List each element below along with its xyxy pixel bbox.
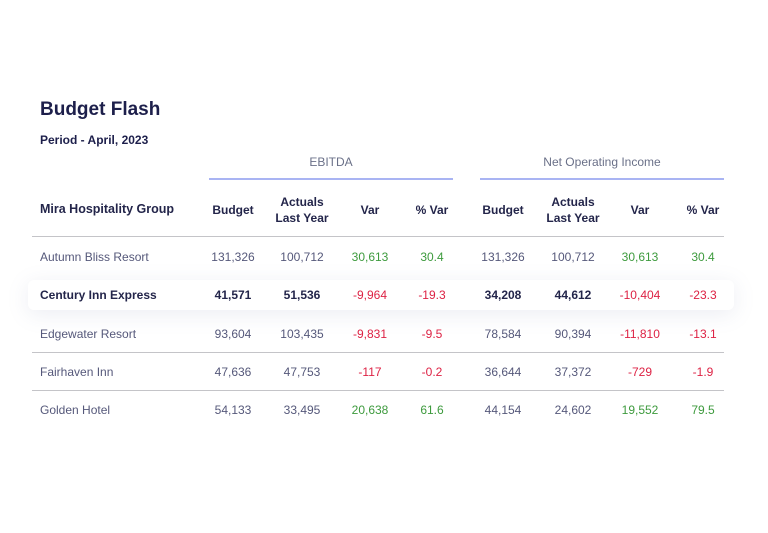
noi-budget-cell: 44,154	[484, 403, 522, 417]
noi-actuals-cell: 90,394	[554, 327, 592, 341]
row-divider	[32, 390, 724, 391]
column-header-pct-var: % Var	[686, 203, 720, 217]
noi-budget-cell: 78,584	[484, 327, 522, 341]
noi-actuals-cell: 24,602	[554, 403, 592, 417]
ebitda-var-cell: -117	[358, 365, 382, 379]
noi-actuals-cell: 100,712	[551, 250, 595, 264]
property-name: Golden Hotel	[40, 403, 111, 417]
table-row[interactable]: Edgewater Resort 93,604 103,435 -9,831 -9.5 7…	[28, 319, 734, 349]
column-header-var: Var	[360, 203, 380, 217]
row-divider	[32, 352, 724, 353]
ebitda-var-cell: 30,613	[351, 250, 389, 264]
ebitda-budget-cell: 131,326	[211, 250, 255, 264]
noi-actuals-cell: 37,372	[554, 365, 592, 379]
table-row[interactable]: Golden Hotel 54,133 33,495 20,638 61.6 44,154…	[28, 395, 734, 425]
table-row[interactable]: Century Inn Express 41,571 51,536 -9,964 -19…	[28, 280, 734, 310]
ebitda-var-cell: -9,964	[352, 288, 388, 302]
noi-budget-cell: 131,326	[481, 250, 525, 264]
ebitda-actuals-cell: 100,712	[280, 250, 324, 264]
table-row[interactable]: Fairhaven Inn 47,636 47,753 -117 -0.2 36,644 3…	[28, 357, 734, 387]
period-label: Period - April, 2023	[40, 133, 149, 147]
noi-var-cell: -11,810	[620, 327, 660, 341]
noi-pct-var-cell: -23.3	[689, 288, 717, 302]
ebitda-budget-cell: 93,604	[214, 327, 252, 341]
noi-actuals-cell: 44,612	[554, 288, 592, 302]
noi-var-cell: -729	[627, 365, 653, 379]
property-name: Autumn Bliss Resort	[40, 250, 149, 264]
ebitda-pct-var-cell: 61.6	[420, 403, 444, 417]
ebitda-pct-var-cell: -0.2	[421, 365, 443, 379]
ebitda-budget-cell: 54,133	[214, 403, 252, 417]
table-row[interactable]: Autumn Bliss Resort 131,326 100,712 30,613 3…	[28, 242, 734, 272]
ebitda-budget-cell: 41,571	[214, 288, 252, 302]
property-name: Edgewater Resort	[40, 327, 137, 341]
ebitda-pct-var-cell: 30.4	[420, 250, 444, 264]
group-underline-noi	[480, 178, 724, 180]
noi-pct-var-cell: 30.4	[691, 250, 715, 264]
column-header-budget: Budget	[482, 203, 524, 217]
ebitda-pct-var-cell: -9.5	[421, 327, 443, 341]
property-name: Fairhaven Inn	[40, 365, 114, 379]
header-divider	[32, 236, 724, 237]
column-header-var: Var	[630, 203, 650, 217]
noi-var-cell: -10,404	[619, 288, 661, 302]
group-header-noi: Net Operating Income	[543, 155, 661, 169]
column-header-pct-var: % Var	[415, 203, 449, 217]
noi-pct-var-cell: 79.5	[691, 403, 715, 417]
noi-budget-cell: 36,644	[484, 365, 522, 379]
ebitda-pct-var-cell: -19.3	[418, 288, 446, 302]
property-name: Century Inn Express	[40, 288, 157, 302]
column-header-actuals-last-year: Actuals Last Year	[275, 195, 329, 225]
noi-var-cell: 19,552	[621, 403, 659, 417]
ebitda-actuals-cell: 103,435	[280, 327, 324, 341]
ebitda-budget-cell: 47,636	[214, 365, 252, 379]
noi-budget-cell: 34,208	[484, 288, 522, 302]
ebitda-actuals-cell: 47,753	[283, 365, 321, 379]
page-title: Budget Flash	[40, 99, 161, 120]
ebitda-actuals-cell: 51,536	[283, 288, 321, 302]
company-header: Mira Hospitality Group	[40, 202, 175, 216]
column-header-budget: Budget	[212, 203, 254, 217]
ebitda-actuals-cell: 33,495	[283, 403, 321, 417]
noi-pct-var-cell: -1.9	[692, 365, 714, 379]
noi-var-cell: 30,613	[621, 250, 659, 264]
column-header-actuals-last-year: Actuals Last Year	[546, 195, 600, 225]
noi-pct-var-cell: -13.1	[689, 327, 717, 341]
group-underline-ebitda	[209, 178, 453, 180]
group-header-ebitda: EBITDA	[309, 155, 353, 169]
ebitda-var-cell: -9,831	[352, 327, 388, 341]
ebitda-var-cell: 20,638	[351, 403, 389, 417]
